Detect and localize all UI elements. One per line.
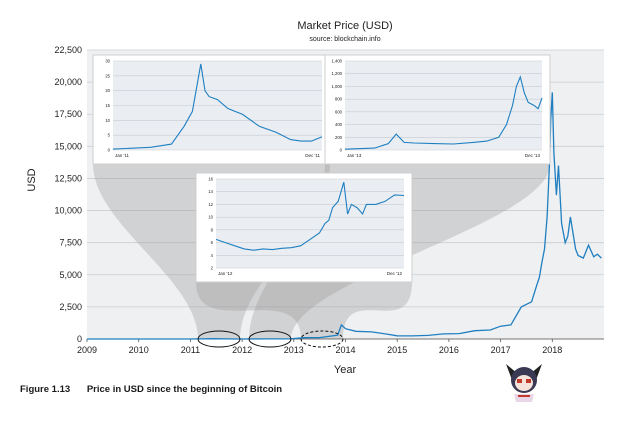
x-tick-label: 2013 xyxy=(284,345,304,355)
inset-plot-area xyxy=(216,179,404,268)
x-tick-label: 2018 xyxy=(542,345,562,355)
inset-chart: 0 200 400 600 800 1,000 1,200 1,400 Jan '13 Dec '… xyxy=(324,54,551,165)
inset-charts: 0 5 10 15 20 25 30 Jan '11 Dec '11 0 200 400 600 800 1… xyxy=(92,54,551,283)
inset-chart: 0 5 10 15 20 25 30 Jan '11 Dec '11 xyxy=(92,54,331,165)
inset-y-tick-label: 600 xyxy=(335,109,343,114)
y-tick-label: 12,500 xyxy=(54,173,82,183)
inset-end-label: Dec '13 xyxy=(525,153,541,158)
inset-y-tick-label: 8 xyxy=(211,227,214,232)
inset-start-label: Jan '13 xyxy=(347,153,362,158)
y-tick-label: 20,000 xyxy=(54,77,82,87)
zoom-ellipse xyxy=(248,330,292,348)
inset-y-tick-label: 10 xyxy=(105,118,110,123)
inset-end-label: Dec '12 xyxy=(387,271,403,276)
chart-subtitle: source: blockchain.info xyxy=(309,36,380,43)
x-tick-label: 2016 xyxy=(439,345,459,355)
inset-y-tick-label: 2 xyxy=(211,266,214,271)
inset-y-tick-label: 25 xyxy=(105,73,110,78)
inset-y-tick-label: 12 xyxy=(208,202,213,207)
figure-caption: Figure 1.13 Price in USD since the begin… xyxy=(20,384,282,395)
x-tick-label: 2015 xyxy=(387,345,407,355)
zoom-funnel xyxy=(196,282,412,339)
inset-end-label: Dec '11 xyxy=(305,153,320,158)
inset-y-tick-label: 0 xyxy=(340,148,343,153)
inset-plot-area xyxy=(345,61,542,150)
figure-caption-text: Price in USD since the beginning of Bitc… xyxy=(86,384,283,395)
inset-price-line xyxy=(215,182,405,251)
zoom-ellipse xyxy=(300,330,344,348)
inset-y-tick-label: 1,400 xyxy=(332,59,343,64)
inset-start-label: Jan '11 xyxy=(115,153,130,158)
inset-y-tick-label: 10 xyxy=(208,215,213,220)
inset-y-tick-label: 1,000 xyxy=(332,84,343,89)
inset-y-tick-label: 6 xyxy=(211,240,214,245)
y-tick-label: 17,500 xyxy=(54,109,82,119)
inset-y-tick-label: 14 xyxy=(208,189,213,194)
x-tick-label: 2012 xyxy=(232,345,252,355)
inset-y-tick-label: 800 xyxy=(335,97,343,102)
inset-price-line xyxy=(344,75,543,150)
y-tick-label: 2,500 xyxy=(59,302,82,312)
inset-y-tick-label: 15 xyxy=(105,103,110,108)
y-axis-label: USD xyxy=(26,168,38,191)
inset-y-tick-label: 1,200 xyxy=(332,71,343,76)
inset-y-tick-label: 0 xyxy=(108,148,111,153)
y-tick-label: 0 xyxy=(77,334,82,344)
x-tick-label: 2010 xyxy=(129,345,149,355)
x-axis-label: Year xyxy=(334,364,357,376)
x-tick-label: 2017 xyxy=(491,345,511,355)
chart-title: Market Price (USD) xyxy=(297,20,392,32)
inset-y-tick-label: 4 xyxy=(211,253,214,258)
inset-y-tick-label: 20 xyxy=(105,88,110,93)
inset-price-line xyxy=(112,63,323,150)
mascot-icon xyxy=(506,364,542,402)
y-tick-label: 10,000 xyxy=(54,206,82,216)
inset-y-tick-label: 200 xyxy=(335,135,343,140)
inset-start-label: Jan '12 xyxy=(218,271,233,276)
figure-number: Figure 1.13 xyxy=(20,384,71,395)
x-tick-label: 2014 xyxy=(335,345,355,355)
y-tick-label: 5,000 xyxy=(59,270,82,280)
zoom-ellipse xyxy=(197,330,241,348)
inset-y-tick-label: 5 xyxy=(108,133,111,138)
inset-y-tick-label: 16 xyxy=(208,177,213,182)
y-tick-label: 15,000 xyxy=(54,141,82,151)
y-tick-labels: 0 2,500 5,000 7,500 10,000 12,500 15,000 17,500… xyxy=(54,45,82,344)
y-tick-label: 7,500 xyxy=(59,238,82,248)
x-tick-label: 2011 xyxy=(181,345,200,355)
x-tick-label: 2009 xyxy=(77,345,97,355)
price-line xyxy=(87,92,602,340)
x-tick-labels: 2009 2010 2011 2012 2013 2014 2015 2016 2017 2018 xyxy=(77,338,604,355)
inset-y-tick-label: 30 xyxy=(105,59,110,64)
inset-chart: 2 4 6 8 10 12 14 16 Jan '12 Dec '12 xyxy=(195,172,413,283)
zoom-ellipses xyxy=(197,330,344,348)
y-tick-label: 22,500 xyxy=(54,45,82,55)
inset-y-tick-label: 400 xyxy=(335,122,343,127)
